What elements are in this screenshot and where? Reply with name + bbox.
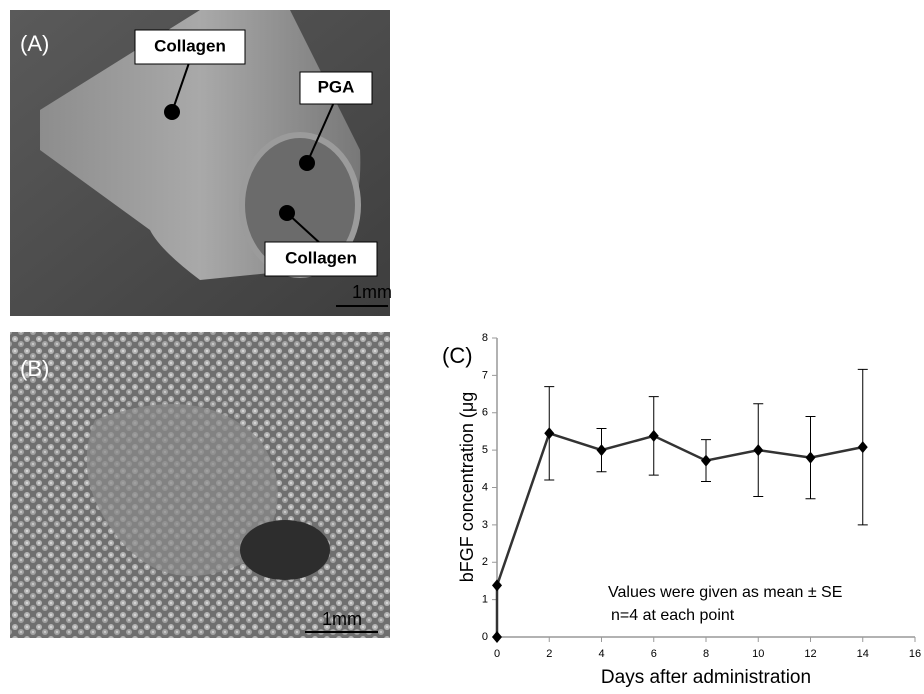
x-tick-label: 14 <box>857 648 869 660</box>
x-tick-label: 2 <box>546 648 552 660</box>
x-tick-label: 4 <box>598 648 604 660</box>
y-tick-label: 2 <box>482 556 488 568</box>
y-tick-label: 1 <box>482 594 488 606</box>
texture <box>240 520 330 580</box>
callout-dot <box>299 155 315 171</box>
data-point <box>701 455 711 467</box>
panel-b: (B) 1mm <box>10 332 390 638</box>
x-axis-title: Days after administration <box>601 667 811 688</box>
chart: (C) Days after administration bFGF conce… <box>442 332 921 688</box>
panel-label: (C) <box>442 343 473 368</box>
callout-text: PGA <box>318 77 355 96</box>
data-point <box>858 441 868 453</box>
y-tick-label: 6 <box>482 407 488 419</box>
x-tick-label: 8 <box>703 648 709 660</box>
y-tick-label: 3 <box>482 519 488 531</box>
figure: (A) Collagen PGA Collagen 1mm (B) 1mm (C… <box>0 0 924 689</box>
data-point <box>492 631 502 643</box>
x-tick-label: 10 <box>752 648 764 660</box>
callout-text: Collagen <box>285 248 357 267</box>
y-tick-label: 4 <box>482 481 488 493</box>
panel-label: (A) <box>20 31 49 56</box>
y-tick-label: 0 <box>482 631 488 643</box>
scale-bar-label: 1mm <box>322 609 362 629</box>
x-tick-label: 12 <box>804 648 816 660</box>
annotation: Values were given as mean ± SE <box>608 584 842 601</box>
y-axis-title: bFGF concentration (μg <box>457 392 477 582</box>
scale-bar-label: 1mm <box>352 282 392 302</box>
data-point <box>597 444 607 456</box>
callout-text: Collagen <box>154 36 226 55</box>
annotation: n=4 at each point <box>611 607 735 624</box>
y-tick-label: 7 <box>482 369 488 381</box>
y-tick-label: 8 <box>482 332 488 344</box>
y-tick-label: 5 <box>482 444 488 456</box>
x-tick-label: 16 <box>909 648 921 660</box>
callout-dot <box>279 205 295 221</box>
x-tick-label: 6 <box>651 648 657 660</box>
callout-dot <box>164 104 180 120</box>
panel-label: (B) <box>20 356 49 381</box>
x-tick-label: 0 <box>494 648 500 660</box>
data-point <box>753 444 763 456</box>
panel-a: (A) Collagen PGA Collagen 1mm <box>10 10 392 316</box>
data-point <box>649 430 659 442</box>
data-point <box>492 579 502 591</box>
data-point <box>544 427 554 439</box>
data-point <box>806 452 816 464</box>
